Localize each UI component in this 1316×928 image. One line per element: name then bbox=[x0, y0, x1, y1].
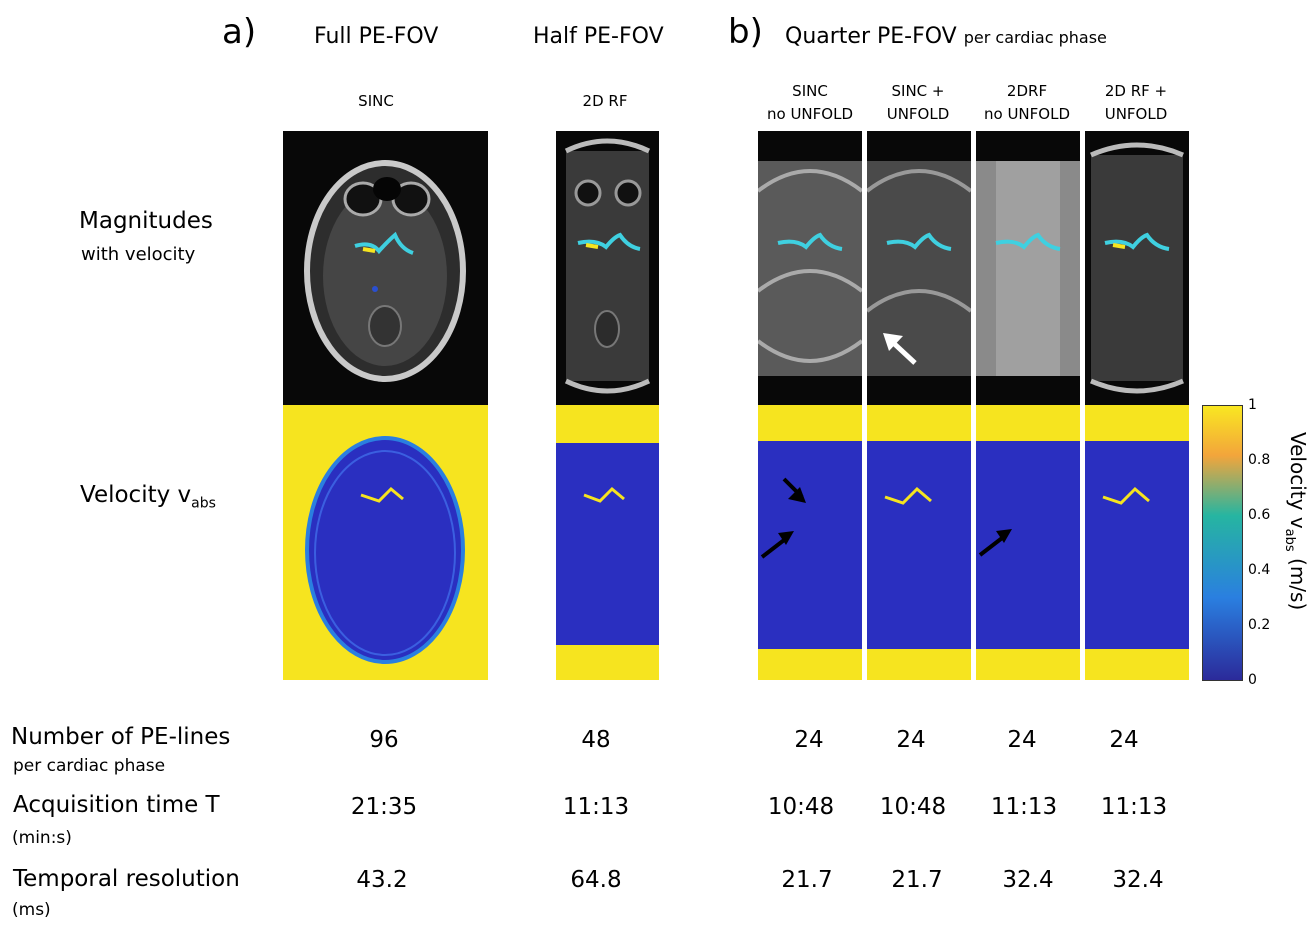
table-cell: 21:35 bbox=[350, 794, 418, 820]
column-label-line2: no UNFOLD bbox=[984, 105, 1070, 123]
colorbar-tick: 1 bbox=[1248, 397, 1257, 413]
table-label-pe-lines: Number of PE-lines bbox=[11, 724, 231, 750]
table-cell: 24 bbox=[1109, 727, 1139, 753]
column-label-sinc-no-unfold: SINC no UNFOLD bbox=[752, 80, 868, 126]
table-cell: 43.2 bbox=[356, 867, 408, 893]
table-cell: 24 bbox=[896, 727, 926, 753]
column-label-2drf-unfold: 2D RF + UNFOLD bbox=[1080, 80, 1192, 126]
magnitude-image-sinc-unfold bbox=[867, 131, 971, 405]
column-label-sinc-full: SINC bbox=[326, 90, 426, 113]
brain-magnitude-full bbox=[304, 160, 466, 382]
table-cell: 32.4 bbox=[1112, 867, 1164, 893]
column-label-line2: UNFOLD bbox=[886, 105, 950, 123]
brain-magnitude-aliased-2drf bbox=[976, 161, 1080, 376]
column-label-line1: 2D RF + bbox=[1104, 82, 1168, 100]
panel-label-b: b) bbox=[728, 12, 763, 52]
column-label-line1: 2DRF bbox=[1006, 82, 1048, 100]
table-cell: 11:13 bbox=[1100, 794, 1168, 820]
table-cell: 21.7 bbox=[781, 867, 833, 893]
black-arrow-icon bbox=[760, 477, 806, 559]
velocity-image-sinc-no-unfold bbox=[758, 405, 862, 680]
table-label-temporal-res: Temporal resolution bbox=[13, 866, 240, 892]
table-sub-pe-lines: per cardiac phase bbox=[13, 756, 166, 776]
brain-magnitude-2drf-unfold bbox=[1090, 142, 1184, 394]
magnitude-image-2drf-unfold bbox=[1085, 131, 1189, 405]
column-label-line1: SINC + bbox=[891, 82, 945, 100]
velocity-image-half-fov bbox=[556, 405, 659, 680]
colorbar-title-subscript: abs bbox=[1282, 528, 1297, 552]
colorbar-tick: 0.2 bbox=[1248, 617, 1271, 633]
magnitude-image-sinc-no-unfold bbox=[758, 131, 862, 405]
velocity-image-full-fov bbox=[283, 405, 488, 680]
brain-magnitude-half bbox=[564, 138, 651, 394]
table-cell: 48 bbox=[581, 727, 611, 753]
velocity-map-sinc-unfold bbox=[867, 405, 971, 680]
colorbar-title-unit: (m/s) bbox=[1286, 558, 1310, 611]
column-label-line2: UNFOLD bbox=[1104, 105, 1168, 123]
column-label-line1: SINC bbox=[358, 92, 394, 110]
title-half-pe-fov: Half PE-FOV bbox=[533, 24, 664, 49]
magnitude-image-full-fov bbox=[283, 131, 488, 405]
white-arrow-icon bbox=[883, 333, 917, 365]
row-label-velocity: Velocity vabs bbox=[80, 482, 216, 512]
table-cell: 10:48 bbox=[879, 794, 947, 820]
title-quarter-suffix: per cardiac phase bbox=[963, 28, 1107, 47]
velocity-image-2drf-unfold bbox=[1085, 405, 1189, 680]
colorbar-tick: 0.4 bbox=[1248, 562, 1271, 578]
colorbar-title-text: Velocity v bbox=[1286, 432, 1310, 529]
table-sub-acq-time: (min:s) bbox=[12, 828, 72, 848]
table-cell: 24 bbox=[1007, 727, 1037, 753]
colorbar bbox=[1202, 405, 1243, 681]
title-quarter-main: Quarter PE-FOV bbox=[785, 24, 957, 49]
column-label-2drf-no-unfold: 2DRF no UNFOLD bbox=[968, 80, 1086, 126]
velocity-map-2drf-no-unfold bbox=[976, 405, 1080, 680]
table-cell: 24 bbox=[794, 727, 824, 753]
magnitude-image-2drf-no-unfold bbox=[976, 131, 1080, 405]
velocity-map-full bbox=[283, 405, 488, 680]
brain-magnitude-aliased-sinc bbox=[758, 161, 862, 376]
table-cell: 96 bbox=[369, 727, 399, 753]
colorbar-tick: 0.6 bbox=[1248, 507, 1271, 523]
velocity-image-2drf-no-unfold bbox=[976, 405, 1080, 680]
table-cell: 21.7 bbox=[891, 867, 943, 893]
column-label-line2: no UNFOLD bbox=[767, 105, 853, 123]
black-arrow-icon bbox=[978, 529, 1012, 557]
row-label-with-velocity: with velocity bbox=[81, 244, 196, 265]
table-cell: 11:13 bbox=[990, 794, 1058, 820]
velocity-map-sinc-no-unfold bbox=[758, 405, 862, 680]
magnitude-image-half-fov bbox=[556, 131, 659, 405]
velocity-map-half bbox=[556, 405, 659, 680]
table-cell: 32.4 bbox=[1002, 867, 1054, 893]
title-quarter-pe-fov: Quarter PE-FOV per cardiac phase bbox=[785, 24, 1107, 49]
colorbar-title: Velocity vabs (m/s) bbox=[1282, 432, 1310, 610]
row-label-magnitudes: Magnitudes bbox=[79, 208, 213, 234]
colorbar-tick: 0 bbox=[1248, 672, 1257, 688]
column-label-sinc-unfold: SINC + UNFOLD bbox=[862, 80, 974, 126]
column-label-2drf-half: 2D RF bbox=[555, 90, 655, 113]
table-cell: 10:48 bbox=[767, 794, 835, 820]
row-label-velocity-subscript: abs bbox=[191, 495, 216, 512]
velocity-image-sinc-unfold bbox=[867, 405, 971, 680]
table-cell: 64.8 bbox=[570, 867, 622, 893]
panel-label-a: a) bbox=[222, 12, 257, 52]
table-cell: 11:13 bbox=[562, 794, 630, 820]
brain-magnitude-sinc-unfold bbox=[867, 161, 971, 376]
row-label-velocity-text: Velocity v bbox=[80, 482, 192, 508]
column-label-line1: 2D RF bbox=[582, 92, 628, 110]
table-sub-temporal-res: (ms) bbox=[12, 900, 51, 920]
column-label-line1: SINC bbox=[792, 82, 828, 100]
table-label-acq-time: Acquisition time T bbox=[13, 792, 220, 818]
velocity-map-2drf-unfold bbox=[1085, 405, 1189, 680]
colorbar-tick: 0.8 bbox=[1248, 452, 1271, 468]
title-full-pe-fov: Full PE-FOV bbox=[314, 24, 439, 49]
